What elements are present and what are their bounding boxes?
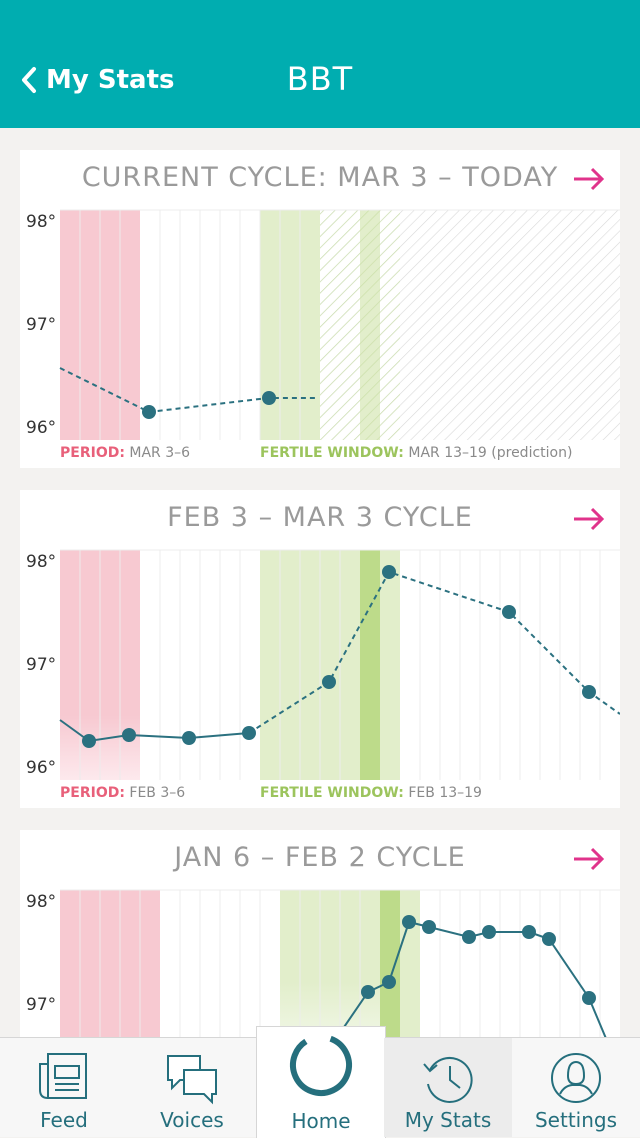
bbt-chart <box>59 549 620 780</box>
fertile-value: FEB 13–19 <box>408 785 482 801</box>
temperature-point <box>402 915 416 929</box>
voices-icon <box>167 1055 217 1105</box>
y-tick-label: 98° <box>26 892 57 912</box>
future-band <box>400 210 620 440</box>
feed-icon <box>39 1053 87 1100</box>
fertile-band <box>380 550 400 780</box>
temperature-point <box>522 925 536 939</box>
temperature-point <box>322 675 336 689</box>
tab-settings[interactable]: Settings <box>512 1038 640 1137</box>
fertile-legend: FERTILE WINDOW: MAR 13–19 (prediction) <box>260 445 572 461</box>
back-button[interactable]: My Stats <box>18 60 174 100</box>
card-title: JAN 6 – FEB 2 CYCLE <box>174 842 466 873</box>
period-key: PERIOD: <box>60 445 125 461</box>
period-band <box>60 890 160 1040</box>
temperature-point <box>122 728 136 742</box>
user-icon <box>551 1053 601 1103</box>
temperature-point <box>142 405 156 419</box>
tab-label: My Stats <box>404 1108 492 1132</box>
fertile-band <box>260 550 360 780</box>
temperature-point <box>582 685 596 699</box>
y-tick-label: 98° <box>26 212 57 232</box>
tab-feed[interactable]: Feed <box>0 1038 128 1137</box>
jan-cycle-card[interactable]: JAN 6 – FEB 2 CYCLE <box>20 830 620 1040</box>
temperature-point <box>82 734 96 748</box>
tab-label: Voices <box>160 1108 224 1132</box>
arrow-right-icon[interactable] <box>572 846 606 872</box>
period-value: FEB 3–6 <box>129 785 186 801</box>
temperature-point <box>502 605 516 619</box>
temperature-point <box>382 565 396 579</box>
temperature-point <box>462 930 476 944</box>
current-cycle-card[interactable]: CURRENT CYCLE: MAR 3 – TODAY 98° 97° 9 <box>20 150 620 468</box>
fertile-value: MAR 13–19 (prediction) <box>408 445 573 461</box>
y-tick-label: 97° <box>26 655 57 675</box>
ovulation-band <box>360 550 380 780</box>
period-key: PERIOD: <box>60 785 125 801</box>
y-tick-label: 98° <box>26 552 57 572</box>
feb-cycle-card[interactable]: FEB 3 – MAR 3 CYCLE <box>20 490 620 808</box>
tab-label: Settings <box>534 1108 618 1132</box>
back-button-label: My Stats <box>46 65 175 95</box>
period-legend: PERIOD: FEB 3–6 <box>60 785 185 801</box>
bbt-chart <box>60 889 620 1040</box>
fertile-band <box>280 890 380 1040</box>
arrow-right-icon[interactable] <box>572 506 606 532</box>
period-value: MAR 3–6 <box>129 445 191 461</box>
temperature-line-dashed <box>248 570 620 734</box>
temperature-point <box>262 391 276 405</box>
ovulation-band <box>380 890 400 1040</box>
period-legend: PERIOD: MAR 3–6 <box>60 445 190 461</box>
temperature-point <box>582 991 596 1005</box>
tab-bar: Feed Voices Home My Stats Settings <box>0 1026 640 1138</box>
temperature-point <box>542 932 556 946</box>
temperature-line <box>59 367 316 414</box>
history-clock-icon <box>423 1056 473 1103</box>
y-tick-label: 97° <box>26 995 57 1015</box>
header: My Stats BBT <box>0 0 640 128</box>
temperature-point <box>422 920 436 934</box>
temperature-point <box>361 985 375 999</box>
y-tick-label: 96° <box>26 758 57 778</box>
ovulation-band <box>360 210 380 440</box>
tab-voices[interactable]: Voices <box>128 1038 256 1137</box>
page-title: BBT <box>286 60 354 98</box>
fertile-legend: FERTILE WINDOW: FEB 13–19 <box>260 785 482 801</box>
fertile-key: FERTILE WINDOW: <box>260 445 404 461</box>
y-tick-label: 96° <box>26 418 57 438</box>
temperature-point <box>382 975 396 989</box>
tab-home[interactable]: Home <box>256 1026 386 1138</box>
bbt-chart <box>59 209 620 440</box>
temperature-point <box>242 726 256 740</box>
chevron-left-icon <box>22 67 36 93</box>
fertile-key: FERTILE WINDOW: <box>260 785 404 801</box>
card-title: CURRENT CYCLE: MAR 3 – TODAY <box>81 162 559 193</box>
arrow-right-icon[interactable] <box>572 166 606 192</box>
temperature-point <box>182 731 196 745</box>
fertile-band <box>400 890 420 1040</box>
temperature-point <box>482 925 496 939</box>
y-tick-label: 97° <box>26 315 57 335</box>
tab-my-stats[interactable]: My Stats <box>384 1038 512 1137</box>
fertile-band <box>260 210 320 440</box>
card-title: FEB 3 – MAR 3 CYCLE <box>167 502 473 533</box>
tab-label: Home <box>291 1109 351 1133</box>
home-ring-icon <box>290 1034 352 1096</box>
tab-label: Feed <box>40 1108 88 1132</box>
